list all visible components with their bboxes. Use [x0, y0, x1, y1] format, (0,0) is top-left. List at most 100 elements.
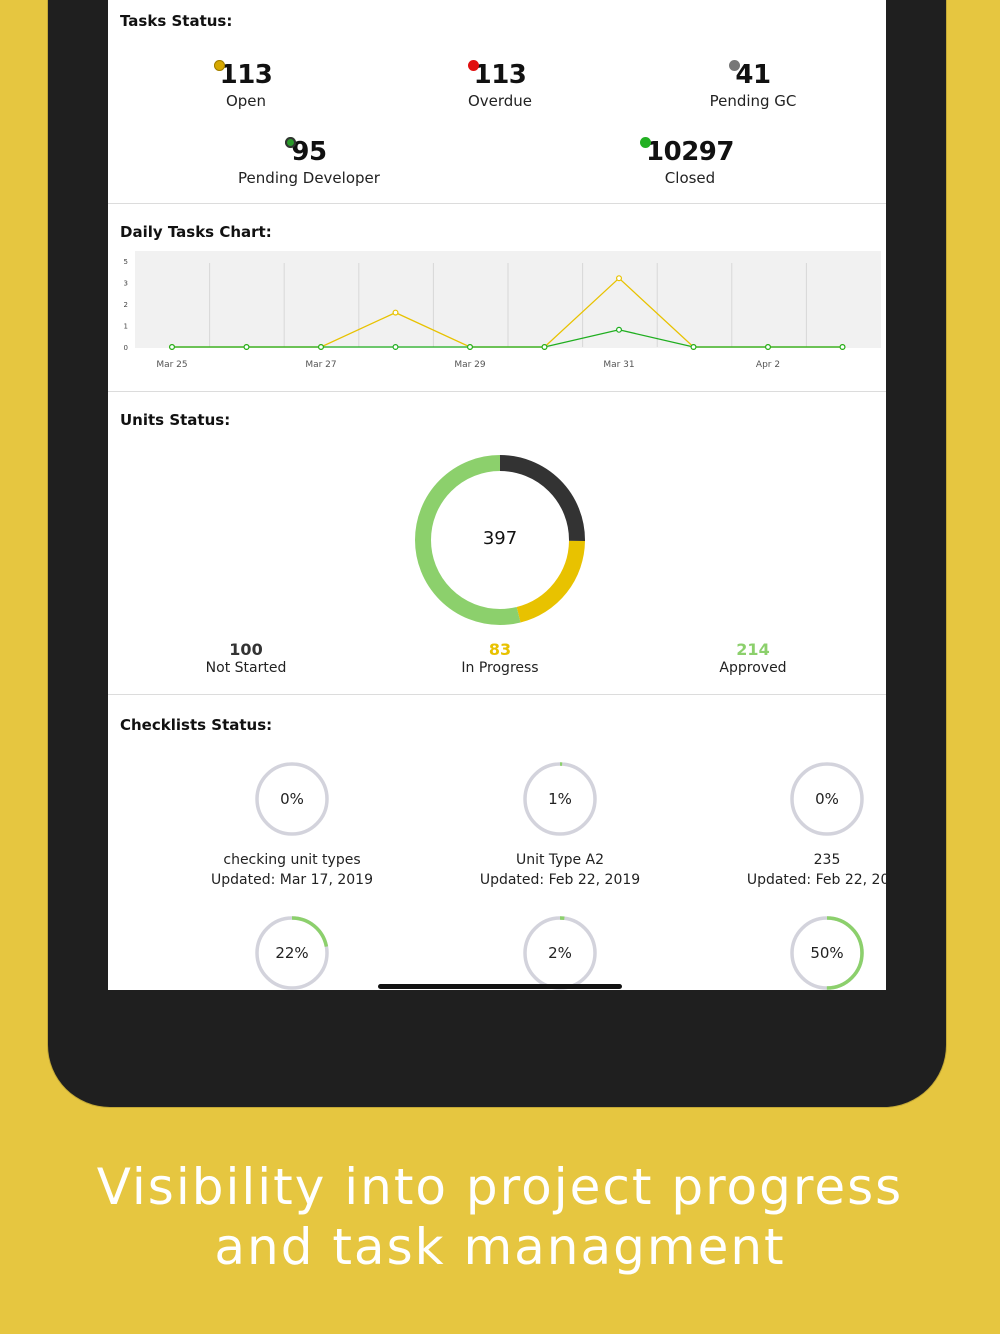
x-tick-label: Mar 31: [603, 360, 634, 370]
progress-ring: 0%: [788, 760, 866, 838]
units-total: 397: [482, 528, 518, 549]
checklist-updated: Updated: Mar 17, 2019: [211, 872, 373, 888]
checklist-item[interactable]: 22%: [172, 914, 412, 990]
checklist-percent: 22%: [275, 944, 309, 962]
y-tick-label: 2: [124, 301, 128, 309]
data-point[interactable]: [541, 344, 548, 351]
unit-label: Not Started: [205, 660, 287, 676]
checklist-percent: 2%: [548, 944, 572, 962]
series-line: [172, 329, 843, 348]
task-stat-pending-gc[interactable]: 41 Pending GC: [663, 60, 843, 110]
unit-count: 100: [229, 640, 263, 659]
data-point[interactable]: [839, 344, 846, 351]
progress-ring: 2%: [521, 914, 599, 990]
task-label: Closed: [664, 169, 716, 187]
progress-ring-graphic: [523, 762, 597, 836]
unit-count: 214: [736, 640, 770, 659]
progress-ring-graphic: [790, 762, 864, 836]
task-stat-pending-developer[interactable]: 95 Pending Developer: [219, 137, 399, 187]
status-dot-icon: [285, 137, 297, 148]
units-status-section: Units Status: 397 100 Not Started 83 In …: [108, 391, 886, 695]
section-title: Checklists Status:: [120, 716, 273, 734]
progress-ring-graphic: [790, 916, 864, 990]
section-title: Daily Tasks Chart:: [120, 223, 272, 241]
checklist-updated: Updated: Feb 22, 2019: [479, 872, 641, 888]
y-tick-label: 3: [124, 280, 128, 288]
checklist-percent: 1%: [548, 790, 572, 808]
progress-ring-graphic: [255, 762, 329, 836]
checklist-percent: 0%: [815, 790, 839, 808]
task-count: 113: [473, 60, 527, 90]
x-tick-label: Apr 2: [756, 360, 780, 370]
caption-line-1: Visibility into project progress: [96, 1158, 904, 1216]
data-point[interactable]: [392, 309, 399, 316]
checklist-item[interactable]: 2%: [440, 914, 680, 990]
task-label: Open: [225, 92, 267, 110]
checklist-percent: 50%: [810, 944, 844, 962]
y-tick-label: 5: [124, 258, 128, 266]
data-point[interactable]: [764, 344, 771, 351]
checklist-item[interactable]: 0% checking unit types Updated: Mar 17, 20…: [172, 760, 412, 888]
data-point[interactable]: [690, 344, 697, 351]
task-stat-closed[interactable]: 10297 Closed: [600, 137, 780, 187]
unit-label: Approved: [719, 660, 787, 676]
section-title: Units Status:: [120, 411, 231, 429]
unit-label: In Progress: [461, 660, 539, 676]
progress-ring: 50%: [788, 914, 866, 990]
ring-progress: [790, 916, 864, 990]
ring-progress: [523, 762, 597, 836]
task-stat-open[interactable]: 113 Open: [156, 60, 336, 110]
status-dot-icon: [729, 60, 741, 71]
caption-line-2: and task managment: [214, 1218, 786, 1276]
home-indicator[interactable]: [378, 984, 622, 989]
x-tick-label: Mar 25: [156, 360, 187, 370]
checklist-percent: 0%: [280, 790, 304, 808]
progress-ring-graphic: [255, 916, 329, 990]
section-title: Tasks Status:: [120, 12, 233, 30]
y-tick-label: 0: [124, 344, 128, 352]
data-point[interactable]: [243, 344, 250, 351]
data-point[interactable]: [168, 344, 175, 351]
status-dot-icon: [467, 60, 479, 71]
status-dot-icon: [640, 137, 652, 148]
task-label: Pending Developer: [238, 169, 380, 187]
donut-slice[interactable]: [415, 455, 585, 625]
checklist-name: Unit Type A2: [515, 852, 605, 868]
ring-track: [255, 762, 329, 836]
units-donut-chart: [415, 455, 585, 625]
ring-track: [790, 762, 864, 836]
task-count: 113: [219, 60, 273, 90]
data-point[interactable]: [467, 344, 474, 351]
checklist-item[interactable]: 1% Unit Type A2 Updated: Feb 22, 2019: [440, 760, 680, 888]
daily-tasks-line-chart: 0 1 2 3 5 Mar 25 Mar 27 Mar 29 Mar 31 Apr 2: [124, 258, 846, 370]
unit-stat-approved[interactable]: 214 Approved: [653, 640, 853, 676]
checklist-name: 235: [813, 852, 841, 868]
progress-ring: 0%: [253, 760, 331, 838]
progress-ring: 22%: [253, 914, 331, 990]
unit-stat-in-progress[interactable]: 83 In Progress: [400, 640, 600, 676]
status-dot-icon: [213, 60, 225, 71]
task-count: 95: [291, 137, 327, 167]
x-tick-label: Mar 27: [305, 360, 336, 370]
series-line: [172, 277, 843, 348]
unit-count: 83: [488, 640, 512, 659]
task-label: Pending GC: [709, 92, 797, 110]
tasks-status-section: Tasks Status: 113 Open 113 Overdue 41 Pe…: [108, 0, 886, 204]
data-point[interactable]: [392, 344, 399, 351]
checklist-name: checking unit types: [223, 852, 361, 868]
ring-progress: [523, 916, 597, 990]
task-stat-overdue[interactable]: 113 Overdue: [410, 60, 590, 110]
checklist-item[interactable]: 0% 235 Updated: Feb 22, 2019: [707, 760, 886, 888]
data-point[interactable]: [616, 326, 623, 333]
checklist-item[interactable]: 50%: [707, 914, 886, 990]
task-label: Overdue: [467, 92, 533, 110]
x-tick-label: Mar 29: [454, 360, 486, 370]
ring-progress: [255, 916, 329, 990]
data-point[interactable]: [616, 275, 623, 282]
y-tick-label: 1: [124, 323, 128, 331]
unit-stat-not-started[interactable]: 100 Not Started: [146, 640, 346, 676]
app-screen: Tasks Status: 113 Open 113 Overdue 41 Pe…: [108, 0, 886, 990]
checklists-status-section: Checklists Status: 0% checking unit types…: [108, 694, 886, 990]
checklist-updated: Updated: Feb 22, 2019: [746, 872, 886, 888]
data-point[interactable]: [318, 344, 325, 351]
